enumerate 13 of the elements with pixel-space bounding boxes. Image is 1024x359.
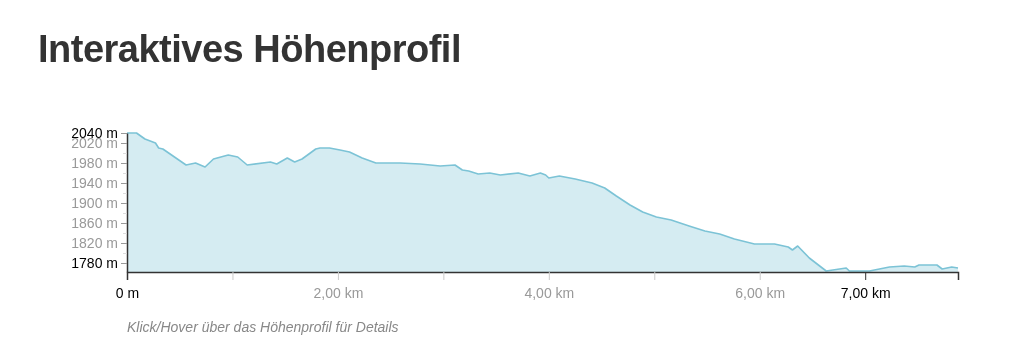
y-tick-label: 1860 m (71, 214, 118, 231)
text: Klick/Hover über das Höhenprofil für Details (127, 319, 399, 335)
y-tick-label: 1820 m (71, 234, 118, 251)
y-tick-label: 1900 m (71, 194, 118, 211)
y-tick-label: 1980 m (71, 154, 118, 171)
x-tick-label: 7,00 km (840, 284, 891, 301)
x-tick-label: 2,00 km (313, 284, 364, 301)
x-tick-label: 6,00 km (735, 284, 786, 301)
x-tick-label: 0 m (115, 284, 140, 301)
x-tick-label: 4,00 km (524, 284, 575, 301)
y-tick-label: 1780 m (71, 254, 118, 271)
chart-title: Interaktives Höhenprofil (38, 28, 461, 70)
y-tick-label: 1940 m (71, 174, 118, 191)
